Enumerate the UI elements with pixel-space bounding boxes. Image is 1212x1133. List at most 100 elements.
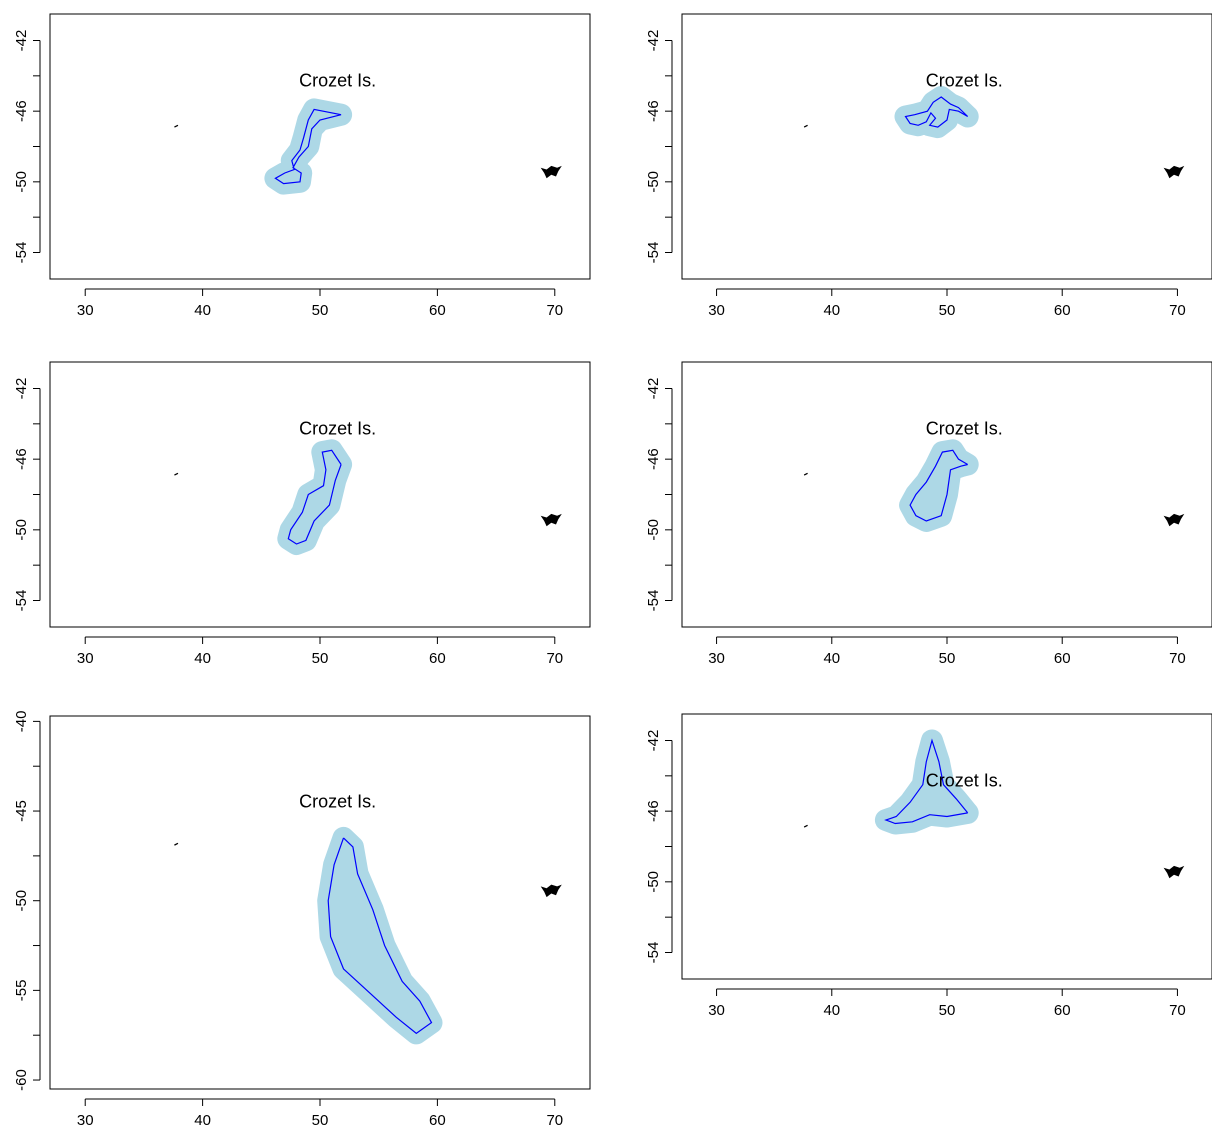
island-shape xyxy=(1163,865,1185,879)
x-tick-label: 40 xyxy=(194,650,211,667)
y-tick-label: -54 xyxy=(13,590,30,612)
y-tick-label: -55 xyxy=(13,980,30,1002)
y-tick-label: -54 xyxy=(13,242,30,264)
y-tick-label: -60 xyxy=(13,1069,30,1091)
x-tick-label: 50 xyxy=(939,1002,956,1019)
y-tick-label: -42 xyxy=(645,730,662,752)
track-line xyxy=(909,449,968,522)
y-tick-label: -50 xyxy=(645,171,662,193)
y-tick-label: -46 xyxy=(645,448,662,470)
x-tick-label: 30 xyxy=(708,1002,725,1019)
map-panel-bottom-left: Crozet Is. 30 40 50 60 70 -40 -45 -50 -55 -60 xyxy=(13,711,591,1129)
x-tick-label: 30 xyxy=(77,1112,94,1129)
plot-frame xyxy=(681,713,1212,980)
y-tick-label: -50 xyxy=(13,519,30,541)
x-tick-label: 40 xyxy=(194,302,211,319)
plot-frame xyxy=(49,715,591,1090)
map-panel-top-left: Crozet Is. 30 40 50 60 70 -42 -46 -50 -54 xyxy=(13,13,591,319)
island-shape xyxy=(540,513,562,527)
x-tick-label: 70 xyxy=(1169,650,1186,667)
x-tick-label: 40 xyxy=(194,1112,211,1129)
map-panel-middle-left: Crozet Is. 30 40 50 60 70 -42 -46 -50 -54 xyxy=(13,361,591,667)
y-tick-label: -46 xyxy=(13,448,30,470)
annotation-label: Crozet Is. xyxy=(926,418,1003,438)
island-mark xyxy=(174,842,179,846)
y-tick-label: -42 xyxy=(645,30,662,52)
x-tick-label: 70 xyxy=(546,302,563,319)
x-tick-label: 40 xyxy=(823,650,840,667)
plot-frame xyxy=(49,13,591,280)
annotation-label: Crozet Is. xyxy=(299,70,376,90)
y-tick-label: -42 xyxy=(13,378,30,400)
x-tick-label: 60 xyxy=(429,650,446,667)
track-line xyxy=(904,96,969,128)
y-tick-label: -50 xyxy=(645,871,662,893)
island-mark xyxy=(803,124,808,128)
map-panel-top-right: Crozet Is. 30 40 50 60 70 -42 -46 -50 -54 xyxy=(645,13,1212,319)
x-tick-label: 60 xyxy=(1054,302,1071,319)
x-tick-label: 70 xyxy=(1169,302,1186,319)
plot-area: Crozet Is. xyxy=(803,70,1185,179)
plot-frame xyxy=(49,361,591,628)
y-tick-label: -40 xyxy=(13,711,30,733)
plot-area: Crozet Is. xyxy=(803,418,1185,532)
y-tick-label: -50 xyxy=(13,171,30,193)
track-line xyxy=(327,837,433,1035)
x-tick-label: 70 xyxy=(546,650,563,667)
x-tick-label: 60 xyxy=(429,1112,446,1129)
habitat-buffer xyxy=(894,86,979,139)
track-line xyxy=(274,108,342,185)
y-tick-label: -54 xyxy=(645,242,662,264)
y-tick-label: -42 xyxy=(13,30,30,52)
y-tick-label: -54 xyxy=(645,590,662,612)
plot-area: Crozet Is. xyxy=(174,418,562,555)
plot-frame xyxy=(681,361,1212,628)
x-tick-label: 50 xyxy=(312,302,329,319)
plot-area: Crozet Is. xyxy=(803,729,1185,879)
x-tick-label: 40 xyxy=(823,1002,840,1019)
x-tick-label: 60 xyxy=(1054,1002,1071,1019)
island-mark xyxy=(803,824,808,828)
map-panel-bottom-right: Crozet Is. 30 40 50 60 70 -42 -46 -50 -54 xyxy=(645,713,1212,1019)
y-tick-label: -50 xyxy=(13,890,30,912)
x-tick-label: 50 xyxy=(312,650,329,667)
plot-area: Crozet Is. xyxy=(174,70,562,195)
island-mark xyxy=(174,472,179,476)
island-shape xyxy=(1163,165,1185,179)
island-shape xyxy=(1163,513,1185,527)
habitat-buffer xyxy=(317,826,443,1045)
x-tick-label: 60 xyxy=(1054,650,1071,667)
track-line xyxy=(884,738,969,825)
annotation-label: Crozet Is. xyxy=(299,418,376,438)
x-tick-label: 30 xyxy=(77,650,94,667)
island-shape xyxy=(540,884,562,898)
island-shape xyxy=(540,165,562,179)
plot-area: Crozet Is. xyxy=(174,791,562,1045)
x-tick-label: 30 xyxy=(708,650,725,667)
y-tick-label: -46 xyxy=(13,100,30,122)
x-tick-label: 30 xyxy=(708,302,725,319)
track-line xyxy=(287,449,342,545)
x-tick-label: 30 xyxy=(77,302,94,319)
y-tick-label: -42 xyxy=(645,378,662,400)
x-tick-label: 70 xyxy=(546,1112,563,1129)
y-tick-label: -46 xyxy=(645,800,662,822)
plot-frame xyxy=(681,13,1212,280)
map-panel-middle-right: Crozet Is. 30 40 50 60 70 -42 -46 -50 -54 xyxy=(645,361,1212,667)
x-tick-label: 60 xyxy=(429,302,446,319)
y-tick-label: -46 xyxy=(645,100,662,122)
x-tick-label: 50 xyxy=(312,1112,329,1129)
habitat-buffer xyxy=(899,439,979,532)
habitat-buffer xyxy=(277,439,353,555)
x-tick-label: 70 xyxy=(1169,1002,1186,1019)
y-tick-label: -50 xyxy=(645,519,662,541)
island-mark xyxy=(803,472,808,476)
annotation-label: Crozet Is. xyxy=(299,791,376,811)
x-tick-label: 40 xyxy=(823,302,840,319)
island-mark xyxy=(174,124,179,128)
annotation-label: Crozet Is. xyxy=(926,770,1003,790)
y-tick-label: -54 xyxy=(645,942,662,964)
x-tick-label: 50 xyxy=(939,650,956,667)
